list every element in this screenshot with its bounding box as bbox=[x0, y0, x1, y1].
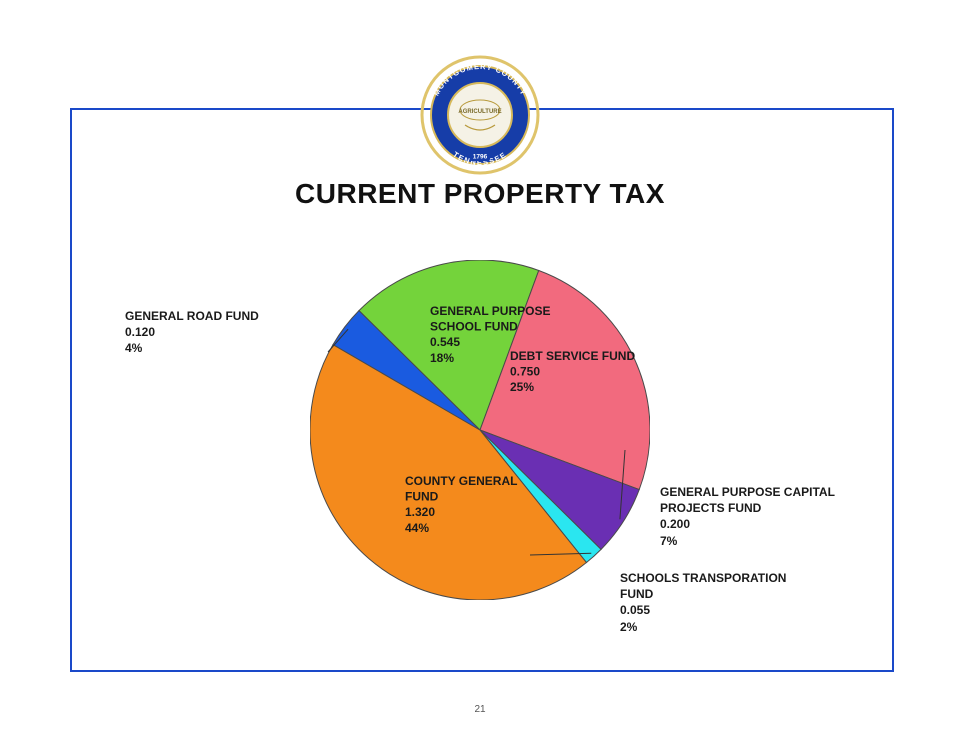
leader-road bbox=[328, 329, 348, 352]
county-seal: AGRICULTURE MONTGOMERY COUNTY TENNESSEE … bbox=[420, 55, 540, 175]
seal-year: 1796 bbox=[473, 154, 488, 161]
leader-capital bbox=[620, 450, 625, 519]
seal-svg: AGRICULTURE MONTGOMERY COUNTY TENNESSEE … bbox=[420, 55, 540, 175]
seal-inner bbox=[448, 83, 512, 147]
leader-transport bbox=[530, 553, 591, 555]
slide-page: AGRICULTURE MONTGOMERY COUNTY TENNESSEE … bbox=[0, 0, 960, 743]
slide-title: CURRENT PROPERTY TAX bbox=[0, 178, 960, 210]
seal-inner-text: AGRICULTURE bbox=[458, 109, 501, 115]
